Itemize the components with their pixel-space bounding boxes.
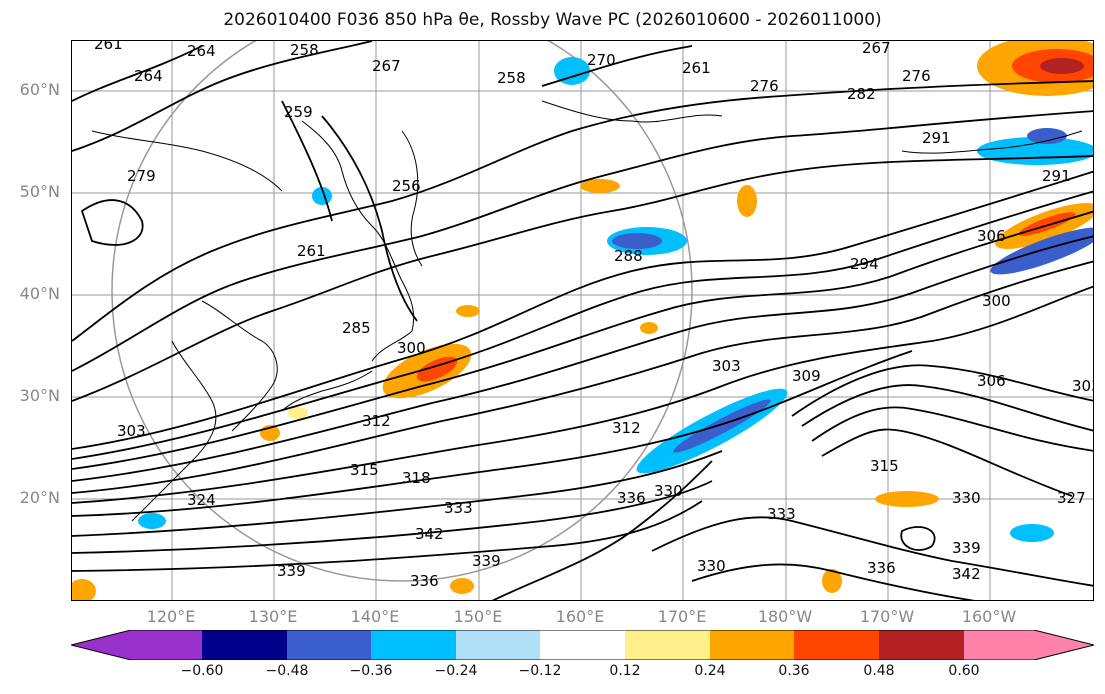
contour-label: 270 — [587, 51, 616, 69]
colorbar-tick: 0.36 — [778, 663, 810, 679]
colorbar — [71, 630, 1094, 660]
contour-label: 306 — [977, 227, 1006, 245]
contour-label: 258 — [290, 41, 319, 59]
range-circle — [111, 41, 693, 582]
graticule — [72, 41, 1093, 600]
contour-label: 336 — [410, 572, 439, 590]
contour-label: 267 — [862, 41, 891, 57]
colorbar-segment — [371, 630, 456, 660]
contour-label: 303 — [712, 357, 741, 375]
contour-label: 312 — [362, 412, 391, 430]
contour-label-group: 261 264 258 267 258 270 261 276 282 291 … — [94, 41, 1094, 590]
contour-label: 339 — [472, 552, 501, 570]
contour-label: 342 — [952, 565, 981, 583]
lat-label-20: 20°N — [19, 488, 60, 507]
colorbar-tick: −0.12 — [518, 663, 562, 679]
contour-label: 315 — [350, 461, 379, 479]
contour-label: 261 — [297, 242, 326, 260]
page-title: 2026010400 F036 850 hPa θe, Rossby Wave … — [223, 10, 882, 30]
contour-label: 291 — [1042, 167, 1071, 185]
colorbar-extend-high — [964, 630, 1094, 660]
contour-label: 315 — [870, 457, 899, 475]
contour-label: 288 — [614, 247, 643, 265]
contour-label: 318 — [402, 469, 431, 487]
lat-label-30: 30°N — [19, 386, 60, 405]
contour-label: 309 — [792, 367, 821, 385]
contour-label: 330 — [654, 482, 683, 500]
colorbar-tick: 0.48 — [863, 663, 895, 679]
lon-label-160w: 160°W — [961, 607, 1017, 626]
contour-label: 279 — [127, 167, 156, 185]
contour-label: 336 — [617, 489, 646, 507]
colorbar-segment — [540, 630, 625, 660]
colorbar-tick: 0.60 — [948, 663, 980, 679]
contour-label: 291 — [922, 129, 951, 147]
contour-label: 333 — [767, 505, 796, 523]
colorbar-tick: −0.36 — [349, 663, 393, 679]
contour-label: 333 — [444, 499, 473, 517]
lon-label-150e: 150°E — [453, 607, 503, 626]
contour-label: 324 — [187, 491, 216, 509]
colorbar-segment — [202, 630, 287, 660]
lon-label-120e: 120°E — [146, 607, 196, 626]
contour-label: 327 — [1057, 489, 1086, 507]
colorbar-segment — [794, 630, 879, 660]
lat-label-50: 50°N — [19, 182, 60, 201]
contour-label: 294 — [850, 255, 879, 273]
lon-label-170w: 170°W — [859, 607, 915, 626]
colorbar-segment — [879, 630, 964, 660]
map-panel: 261 264 258 267 258 270 261 276 282 291 … — [71, 40, 1094, 601]
contour-label: 261 — [94, 41, 123, 53]
contour-label: 261 — [682, 59, 711, 77]
contour-label: 336 — [867, 559, 896, 577]
coastlines — [91, 100, 1083, 522]
contour-label: 282 — [847, 85, 876, 103]
colorbar-tick: −0.48 — [265, 663, 309, 679]
contour-label: 300 — [397, 339, 426, 357]
colorbar-segment — [710, 630, 795, 660]
contour-label: 312 — [612, 419, 641, 437]
contour-label: 342 — [415, 525, 444, 543]
contour-label: 256 — [392, 177, 421, 195]
colorbar-segment — [625, 630, 710, 660]
colorbar-extend-low — [71, 630, 202, 660]
contour-label: 285 — [342, 319, 371, 337]
colorbar-tick: −0.60 — [180, 663, 224, 679]
contour-label: 267 — [372, 57, 401, 75]
contour-label: 339 — [277, 562, 306, 580]
lon-label-180w: 180°W — [757, 607, 813, 626]
contour-label: 264 — [187, 42, 216, 60]
colorbar-tick: 0.24 — [694, 663, 726, 679]
lon-label-160e: 160°E — [555, 607, 605, 626]
lon-label-170e: 170°E — [657, 607, 707, 626]
lon-label-140e: 140°E — [350, 607, 400, 626]
contour-label: 276 — [902, 67, 931, 85]
lon-label-130e: 130°E — [248, 607, 298, 626]
contour-label: 259 — [284, 103, 313, 121]
colorbar-tick: −0.24 — [434, 663, 478, 679]
contour-label: 330 — [952, 489, 981, 507]
contour-label: 306 — [977, 372, 1006, 390]
contour-label: 303 — [1072, 377, 1094, 395]
colorbar-segment — [456, 630, 541, 660]
contour-label: 264 — [134, 67, 163, 85]
colorbar-tick: 0.12 — [609, 663, 641, 679]
theta-e-contours — [72, 41, 1093, 600]
contour-label: 258 — [497, 69, 526, 87]
lat-label-40: 40°N — [19, 284, 60, 303]
contour-label: 339 — [952, 539, 981, 557]
contour-label: 276 — [750, 77, 779, 95]
contour-label: 303 — [117, 422, 146, 440]
lat-label-60: 60°N — [19, 80, 60, 99]
contour-label: 330 — [697, 557, 726, 575]
colorbar-segment — [287, 630, 372, 660]
map-canvas: 261 264 258 267 258 270 261 276 282 291 … — [72, 41, 1094, 600]
contour-label: 300 — [982, 292, 1011, 310]
